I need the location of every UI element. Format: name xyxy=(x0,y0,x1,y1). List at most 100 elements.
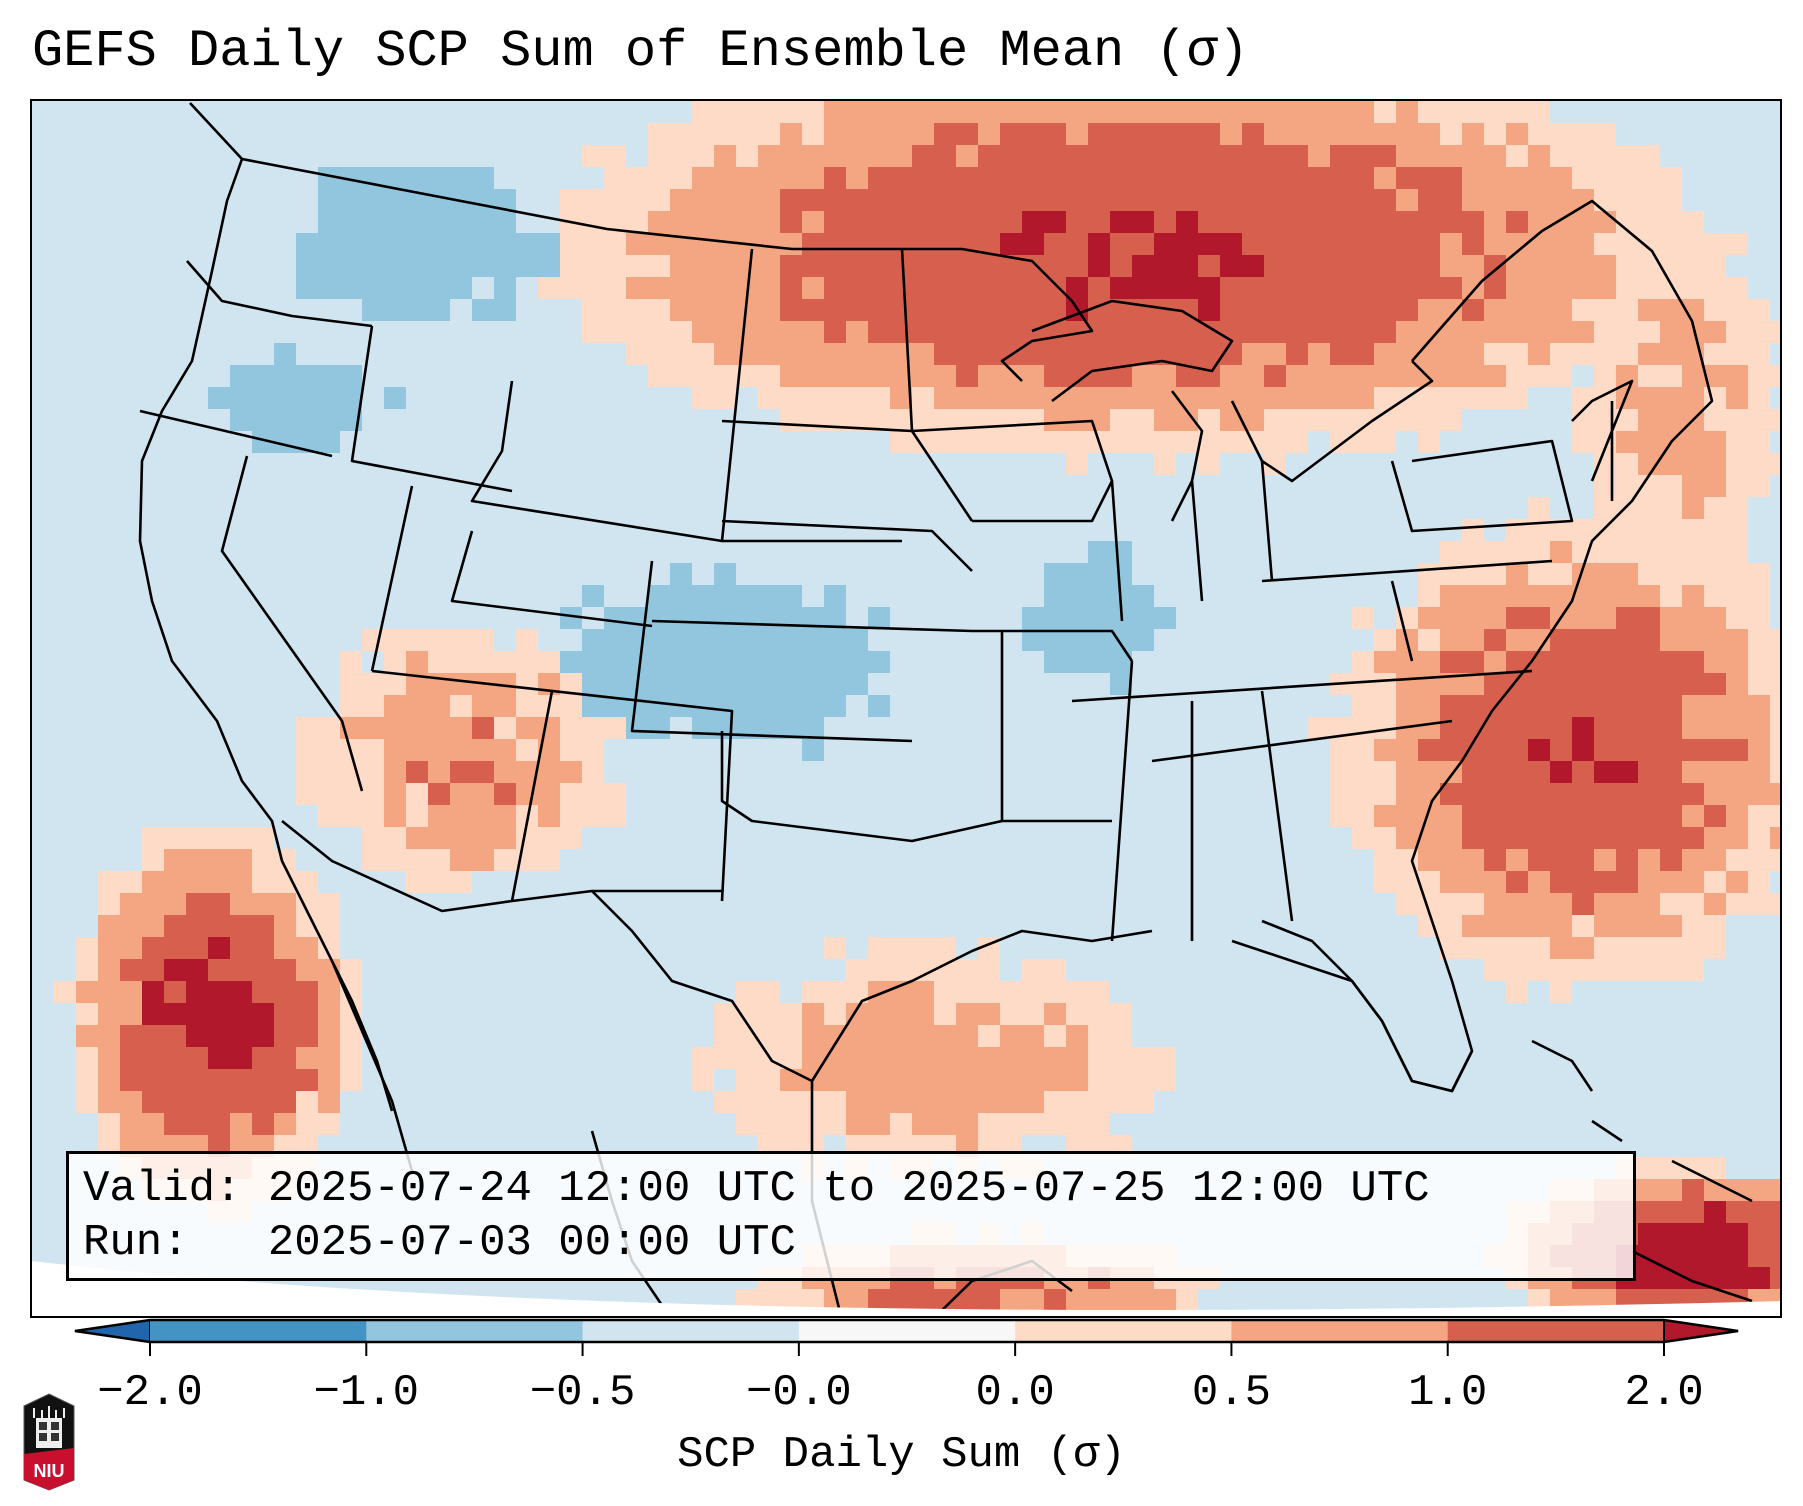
field-cell xyxy=(406,629,428,651)
field-cell xyxy=(494,827,516,849)
field-cell xyxy=(494,299,516,321)
field-cell xyxy=(670,321,692,343)
field-cell xyxy=(978,277,1000,299)
field-cell xyxy=(1704,893,1726,915)
field-cell xyxy=(1528,607,1550,629)
field-cell xyxy=(1308,101,1330,123)
field-cell xyxy=(780,695,802,717)
field-cell xyxy=(560,255,582,277)
field-cell xyxy=(956,1003,978,1025)
colorbar-segment xyxy=(582,1320,800,1342)
field-cell xyxy=(472,805,494,827)
field-cell xyxy=(1110,409,1132,431)
field-cell xyxy=(1726,783,1748,805)
field-cell xyxy=(978,299,1000,321)
field-cell xyxy=(1704,651,1726,673)
field-cell xyxy=(648,299,670,321)
field-cell xyxy=(538,783,560,805)
field-cell xyxy=(1000,211,1022,233)
field-cell xyxy=(736,981,758,1003)
field-cell xyxy=(1066,629,1088,651)
field-cell xyxy=(868,387,890,409)
field-cell xyxy=(1748,1267,1770,1289)
field-cell xyxy=(362,233,384,255)
field-cell xyxy=(1594,409,1616,431)
field-cell xyxy=(604,629,626,651)
field-cell xyxy=(1726,387,1748,409)
field-cell xyxy=(1132,1069,1154,1091)
field-cell xyxy=(956,101,978,123)
field-cell xyxy=(1748,299,1770,321)
id-border xyxy=(350,325,513,493)
field-cell xyxy=(758,695,780,717)
field-cell xyxy=(582,189,604,211)
field-cell xyxy=(1770,651,1780,673)
field-cell xyxy=(1044,211,1066,233)
field-cell xyxy=(824,277,846,299)
field-cell xyxy=(1440,189,1462,211)
field-cell xyxy=(1704,695,1726,717)
field-cell xyxy=(1044,607,1066,629)
field-cell xyxy=(1550,519,1572,541)
field-cell xyxy=(1198,343,1220,365)
field-cell xyxy=(1440,607,1462,629)
field-cell xyxy=(1374,255,1396,277)
field-cell xyxy=(802,1047,824,1069)
field-cell xyxy=(494,277,516,299)
field-cell xyxy=(956,1025,978,1047)
field-cell xyxy=(1044,1003,1066,1025)
field-cell xyxy=(1374,739,1396,761)
field-cell xyxy=(1264,255,1286,277)
field-cell xyxy=(1154,1047,1176,1069)
field-cell xyxy=(1682,893,1704,915)
field-cell xyxy=(1638,783,1660,805)
field-cell xyxy=(780,673,802,695)
field-cell xyxy=(318,761,340,783)
field-cell xyxy=(824,299,846,321)
field-cell xyxy=(736,1091,758,1113)
field-cell xyxy=(1440,277,1462,299)
field-cell xyxy=(1616,849,1638,871)
field-cell xyxy=(1572,321,1594,343)
field-cell xyxy=(1726,541,1748,563)
field-cell xyxy=(912,1113,934,1135)
field-cell xyxy=(1330,299,1352,321)
ks-ok-border xyxy=(651,619,973,633)
field-cell xyxy=(450,739,472,761)
field-cell xyxy=(802,365,824,387)
field-cell xyxy=(1572,673,1594,695)
field-cell xyxy=(1572,761,1594,783)
nd-sd-ne xyxy=(720,248,902,543)
field-cell xyxy=(1110,233,1132,255)
field-cell xyxy=(1484,277,1506,299)
field-cell xyxy=(1418,739,1440,761)
field-cell xyxy=(1660,937,1682,959)
field-cell xyxy=(516,233,538,255)
field-cell xyxy=(670,563,692,585)
field-cell xyxy=(758,101,780,123)
field-cell xyxy=(1748,453,1770,475)
field-cell xyxy=(978,365,1000,387)
field-cell xyxy=(1022,343,1044,365)
field-cell xyxy=(1286,123,1308,145)
field-cell xyxy=(868,1289,890,1311)
field-cell xyxy=(1066,277,1088,299)
field-cell xyxy=(912,1003,934,1025)
field-cell xyxy=(1748,1245,1770,1267)
field-cell xyxy=(318,717,340,739)
field-cell xyxy=(648,607,670,629)
field-cell xyxy=(1176,409,1198,431)
field-cell xyxy=(1748,387,1770,409)
field-cell xyxy=(208,849,230,871)
field-cell xyxy=(1748,717,1770,739)
field-cell xyxy=(1198,101,1220,123)
field-cell xyxy=(978,189,1000,211)
field-cell xyxy=(1132,629,1154,651)
field-cell xyxy=(1748,1201,1770,1223)
field-cell xyxy=(802,739,824,761)
field-cell xyxy=(1000,1289,1022,1311)
field-cell xyxy=(230,893,252,915)
field-cell xyxy=(1528,189,1550,211)
field-cell xyxy=(1506,761,1528,783)
field-cell xyxy=(1660,497,1682,519)
